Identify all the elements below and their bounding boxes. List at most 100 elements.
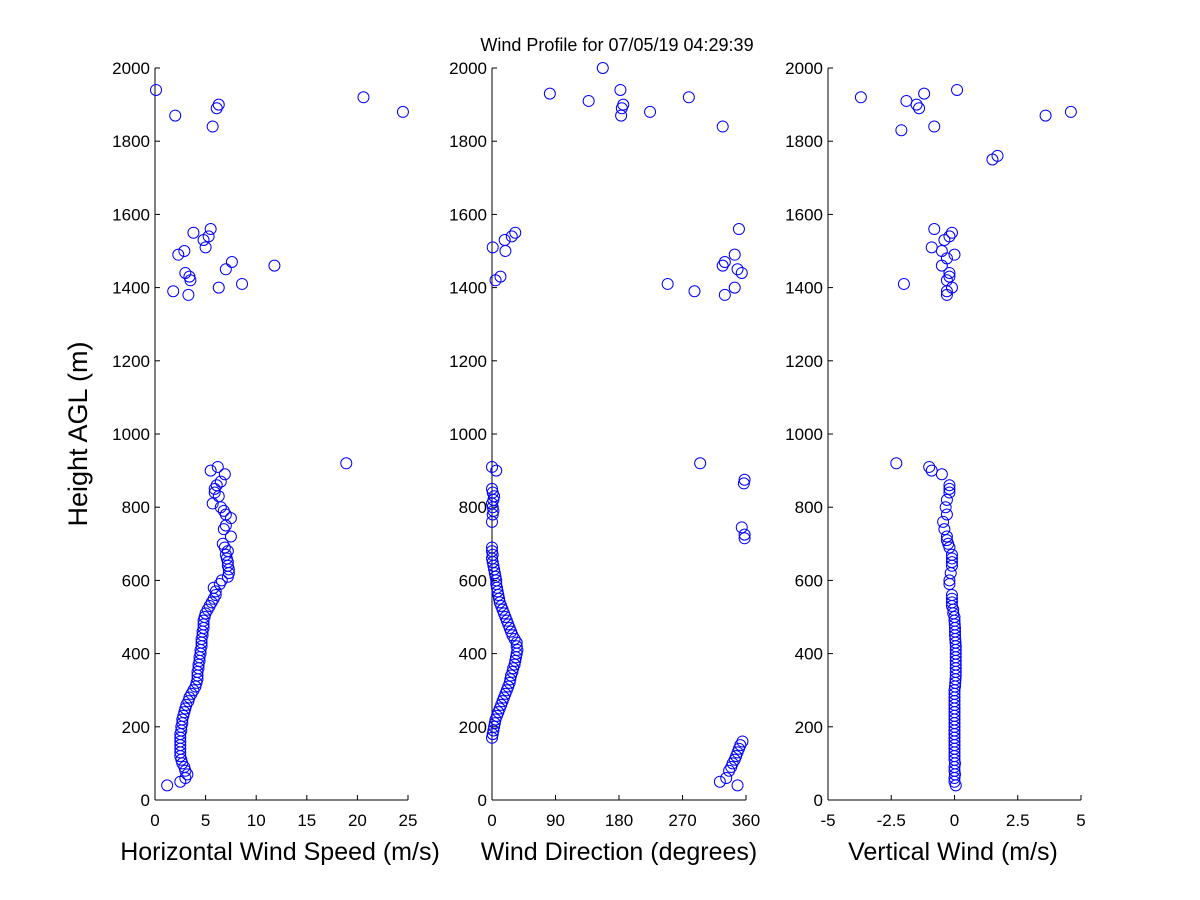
data-point (169, 109, 182, 122)
y-tick-label: 400 (122, 645, 150, 664)
data-point (945, 596, 958, 609)
y-tick-label: 0 (478, 791, 487, 810)
data-point (582, 94, 595, 107)
y-tick-label: 1200 (112, 352, 150, 371)
y-tick-label: 800 (795, 498, 823, 517)
data-point (735, 521, 748, 534)
data-point (179, 266, 192, 279)
y-tick-label: 1600 (112, 205, 150, 224)
data-point (945, 556, 958, 569)
data-point (943, 270, 956, 283)
data-point (925, 464, 938, 477)
data-point (937, 515, 950, 528)
data-point (731, 779, 744, 792)
data-point (713, 775, 726, 788)
data-point (486, 541, 498, 554)
panel-vertical-wind-markers (854, 83, 1077, 792)
y-tick-label: 2000 (112, 59, 150, 78)
data-point (204, 223, 217, 236)
data-point (617, 98, 630, 111)
data-point (204, 464, 217, 477)
x-tick-label: 10 (247, 811, 266, 830)
data-point (506, 665, 519, 678)
data-point (543, 87, 556, 100)
x-tick-label: 0 (487, 811, 496, 830)
data-point (614, 83, 627, 96)
data-point (661, 277, 674, 290)
data-point (172, 248, 185, 261)
data-point (486, 548, 499, 561)
panel-horizontal-wind-speed-markers (150, 83, 409, 792)
x-axis-label-horizontal-wind-speed: Horizontal Wind Speed (m/s) (120, 838, 440, 866)
x-axis-label-wind-direction: Wind Direction (degrees) (481, 838, 758, 866)
data-point (494, 270, 507, 283)
data-point (1039, 109, 1052, 122)
data-point (943, 574, 956, 587)
data-point (945, 589, 958, 602)
y-tick-label: 1200 (449, 352, 487, 371)
data-point (208, 486, 221, 499)
data-point (224, 530, 237, 543)
data-point (900, 94, 913, 107)
data-point (187, 226, 200, 239)
data-point (716, 120, 729, 133)
data-point (913, 102, 926, 115)
data-point (511, 643, 524, 656)
data-point (199, 241, 212, 254)
y-tick-label: 1800 (112, 132, 150, 151)
y-tick-label: 2000 (785, 59, 823, 78)
data-point (214, 475, 227, 488)
data-point (396, 105, 409, 118)
data-point (928, 120, 941, 133)
data-point (940, 534, 953, 547)
data-point (178, 706, 191, 719)
data-point (890, 457, 903, 470)
data-point (943, 486, 956, 499)
data-point (732, 223, 745, 236)
y-tick-label: 1400 (449, 279, 487, 298)
data-point (1064, 105, 1077, 118)
data-point (212, 281, 225, 294)
data-point (210, 479, 223, 492)
data-point (940, 530, 953, 543)
data-point (212, 98, 225, 111)
x-tick-label: -5 (820, 811, 835, 830)
data-point (499, 245, 512, 257)
x-tick-label: 90 (546, 811, 565, 830)
panel-wind-direction-ticks: 0 200 400 600 800 1000 1200 1400 1600 1800 2000 0 90… (449, 59, 760, 830)
data-point (940, 274, 953, 287)
data-point (728, 248, 741, 261)
data-point (150, 83, 163, 96)
data-point (486, 460, 498, 473)
data-point (218, 468, 231, 481)
data-point (943, 482, 956, 495)
data-point (948, 248, 961, 261)
data-point (490, 464, 503, 477)
data-point (644, 105, 657, 118)
data-point (945, 552, 958, 565)
data-point (935, 245, 948, 257)
y-tick-label: 600 (122, 571, 150, 590)
data-point (340, 457, 353, 470)
data-point (179, 702, 192, 715)
x-tick-label: 5 (1076, 811, 1085, 830)
y-tick-label: 200 (122, 718, 150, 737)
data-point (216, 537, 229, 550)
y-tick-label: 1600 (785, 205, 823, 224)
x-tick-label: 25 (399, 811, 418, 830)
data-point (945, 226, 958, 239)
x-tick-label: 0 (150, 811, 159, 830)
data-point (895, 124, 908, 137)
chart-title: Wind Profile for 07/05/19 04:29:39 (480, 35, 753, 55)
data-point (167, 285, 180, 298)
panel-vertical-wind: 0 200 400 600 800 1000 1200 1400 1600 1800 2000 -5 -… (785, 59, 1086, 866)
data-point (207, 581, 220, 594)
data-point (498, 234, 511, 247)
y-tick-label: 1800 (785, 132, 823, 151)
data-point (943, 230, 956, 243)
y-tick-label: 200 (795, 718, 823, 737)
y-tick-label: 1400 (785, 279, 823, 298)
y-tick-label: 600 (459, 571, 487, 590)
data-point (723, 764, 736, 777)
panel-horizontal-wind-speed: 0 200 400 600 800 1000 1200 1400 1600 1800 2000 0 5 1… (112, 59, 440, 866)
